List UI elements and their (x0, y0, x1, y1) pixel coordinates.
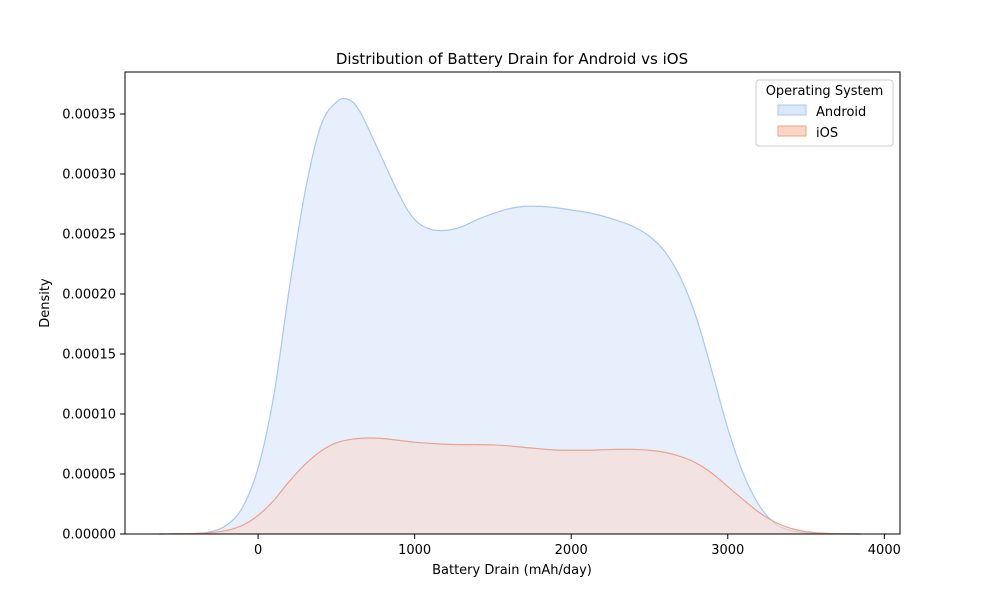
density-line-android (159, 97, 861, 535)
density-area-ios (159, 437, 861, 534)
y-tick-label: 0.00000 (62, 528, 116, 543)
x-tick-label: 4000 (868, 543, 901, 558)
plot-area (159, 97, 861, 535)
legend-label-ios: iOS (816, 126, 838, 141)
y-tick-label: 0.00035 (62, 108, 116, 123)
y-tick-label: 0.00030 (62, 168, 116, 183)
density-line-ios (159, 437, 861, 535)
y-tick-label: 0.00010 (62, 408, 116, 423)
density-area-android (159, 98, 861, 535)
chart-title: Distribution of Battery Drain for Androi… (336, 50, 688, 68)
legend-label-android: Android (816, 105, 866, 120)
x-axis-label: Battery Drain (mAh/day) (432, 563, 592, 578)
x-tick-label: 0 (254, 543, 262, 558)
x-tick-label: 2000 (555, 543, 588, 558)
y-axis-label: Density (38, 278, 53, 328)
y-tick-label: 0.00025 (62, 228, 116, 243)
x-axis: 0 1000 2000 3000 4000 (254, 534, 901, 558)
legend-swatch-ios (777, 125, 807, 137)
legend-swatch-android (777, 104, 807, 116)
y-tick-label: 0.00015 (62, 348, 116, 363)
plot-frame (124, 71, 901, 535)
legend: Operating System Android iOS (755, 79, 894, 147)
x-tick-label: 1000 (398, 543, 431, 558)
x-tick-label: 3000 (711, 543, 744, 558)
y-axis: 0.00000 0.00005 0.00010 0.00015 0.00020 0.000… (62, 108, 125, 543)
y-tick-label: 0.00020 (62, 288, 116, 303)
y-tick-label: 0.00005 (62, 468, 116, 483)
legend-title: Operating System (766, 84, 884, 99)
